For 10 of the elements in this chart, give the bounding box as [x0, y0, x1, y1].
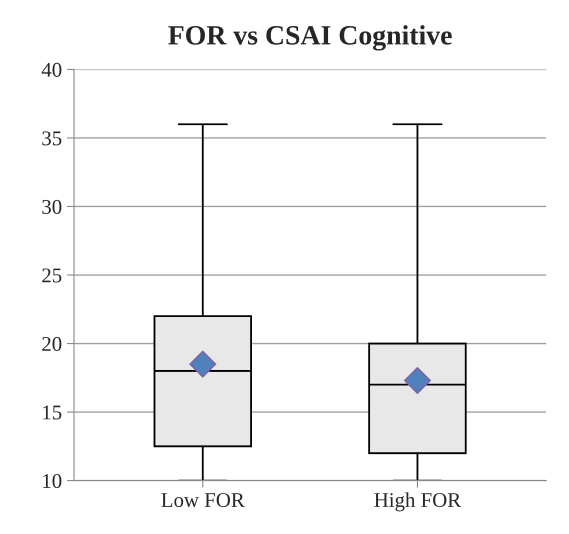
x-tick-label: Low FOR — [161, 493, 245, 508]
y-tick-label: 10 — [43, 474, 62, 488]
y-tick-label: 30 — [42, 200, 62, 214]
y-tick-label: 15 — [43, 406, 62, 420]
x-tick-label: High FOR — [374, 492, 462, 512]
y-tick-label: 20 — [42, 336, 62, 351]
y-tick-label: 25 — [42, 268, 62, 282]
y-tick-label: 35 — [42, 131, 62, 146]
y-tick-label: 40 — [42, 62, 62, 77]
chart-title: FOR vs CSAI Cognitive — [168, 25, 452, 51]
